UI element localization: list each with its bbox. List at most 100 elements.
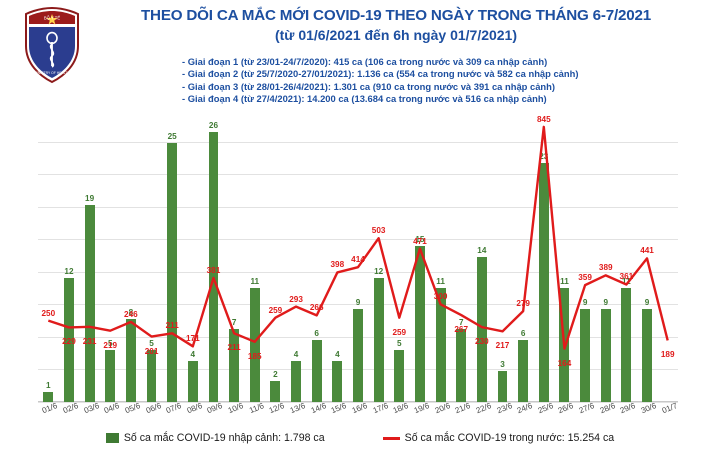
bar-value-label: 12 [64,266,74,276]
bar [497,370,508,402]
line-value-label: 266 [309,303,324,313]
legend-item-imported: Số ca mắc COVID-19 nhập cảnh: 1.798 ca [105,432,325,444]
plot-area: 1 12 19 5 8 5 25 4 26 7 11 2 4 6 4 9 12 5 15 11 7 14 3 6 23 11 9 9 1… [38,115,678,403]
bar [476,256,487,402]
line-value-label: 381 [206,265,221,275]
x-axis-tick-label: 01/6 [41,401,59,416]
x-axis-tick-label: 03/6 [82,401,101,416]
line-value-label: 219 [103,340,118,350]
line-value-label: 259 [392,327,407,337]
bar-value-label: 4 [293,349,299,359]
chart-header: THEO DÕI CA MẮC MỚI COVID-19 THEO NGÀY T… [86,6,706,45]
bar-value-label: 7 [458,318,464,328]
gridline [38,206,678,208]
line-value-label: 231 [82,336,97,346]
bar [84,204,95,402]
line-value-label: 441 [640,246,654,256]
x-axis-tick-label: 01/7 [660,401,679,416]
bar-value-label: 12 [374,266,384,276]
bar-value-label: 2 [273,370,278,380]
gridline [38,271,678,273]
legend-bar-swatch-icon [105,433,119,443]
gridline [38,304,678,306]
line-value-label: 293 [289,294,303,304]
bar [456,329,467,402]
line-value-label: 229 [62,337,76,347]
bar [105,350,116,402]
bar-value-label: 3 [500,359,505,369]
bar-value-label: 5 [149,339,154,349]
x-axis-tick-label: 22/6 [474,401,493,416]
chart-legend: Số ca mắc COVID-19 nhập cảnh: 1.798 ca S… [0,428,720,448]
phase-notes: - Giai đoạn 1 (từ 23/01-24/7/2020): 415 … [182,56,712,106]
line-value-label: 359 [578,273,592,283]
bar [435,287,446,402]
line-value-label: 300 [433,292,448,302]
bar [414,246,425,402]
x-axis-tick-label: 09/6 [206,401,225,416]
x-axis-tick-label: 10/6 [226,401,245,416]
phase-note-4: - Giai đoạn 4 (từ 27/4/2021): 14.200 ca … [182,93,547,105]
line-value-label: 267 [454,325,469,335]
line-value-label: 201 [144,346,159,356]
line-value-label: 398 [330,260,345,270]
x-axis-tick-label: 12/6 [268,401,286,416]
x-axis-tick-label: 02/6 [61,401,80,416]
x-axis-ticks: 01/6 02/6 03/6 04/6 05/6 06/6 07/6 08/6 09/6 10/6… [38,401,679,420]
x-axis-tick-label: 13/6 [288,401,307,416]
bar-value-label: 11 [436,276,445,286]
bar [270,381,281,402]
phase-note-2: - Giai đoạn 2 (từ 25/7/2020-27/01/2021):… [182,68,579,80]
bar [600,308,611,402]
bar-value-label: 11 [560,276,569,286]
x-axis-tick-label: 28/6 [598,401,617,416]
bar [229,329,240,402]
bar [394,350,405,402]
x-axis-tick-label: 23/6 [495,401,514,416]
line-value-label: 246 [124,309,138,319]
bar-value-label: 9 [644,297,650,307]
bar [642,308,652,402]
bar-value-label: 19 [85,193,95,203]
ministry-of-health-logo-icon: BỘ Y TẾ MINISTRY OF HEALTH [18,6,86,84]
line-value-label: 230 [475,337,489,347]
gridline [38,402,678,403]
bar-value-label: 9 [603,297,609,307]
bar [291,360,302,402]
line-value-label: 211 [227,343,241,353]
phase-note-1: - Giai đoạn 1 (từ 23/01-24/7/2020): 415 … [182,56,548,67]
legend-item-domestic: Số ca mắc COVID-19 trong nước: 15.254 ca [382,432,614,444]
x-axis-tick-label: 17/6 [371,401,390,416]
x-axis-tick-label: 19/6 [412,401,431,416]
x-axis-tick-label: 06/6 [144,401,163,416]
bar-value-label: 5 [107,339,113,349]
bar [353,308,363,402]
phase-note-3: - Giai đoạn 3 (từ 28/01-26/4/2021): 1.30… [182,80,556,92]
line-value-label: 279 [516,299,530,309]
legend-line-swatch-icon [382,436,400,440]
bar-value-label: 6 [520,328,526,338]
bar [43,391,54,402]
chart-subtitle: (từ 01/6/2021 đến 6h ngày 01/7/2021) [274,27,518,43]
x-axis-tick-label: 30/6 [639,401,658,416]
bar [64,277,74,402]
x-axis-tick-label: 21/6 [453,401,472,416]
chart-title: THEO DÕI CA MẮC MỚI COVID-19 THEO NGÀY T… [140,7,651,24]
bar-value-label: 15 [415,235,425,245]
bar [249,287,260,402]
line-value-label: 845 [536,114,551,124]
x-axis-tick-label: 20/6 [433,401,452,416]
x-axis-tick-label: 04/6 [103,401,121,416]
bar [125,319,136,402]
line-value-label: 471 [413,236,427,246]
bar [208,132,219,402]
x-axis-tick-label: 26/6 [557,401,576,416]
line-value-label: 185 [247,351,262,361]
bar [311,339,322,402]
bar-value-label: 1 [46,380,51,390]
line-value-label: 217 [495,341,510,351]
gridline [38,239,678,241]
svg-text:BỘ Y TẾ: BỘ Y TẾ [44,16,61,21]
x-axis-tick-label: 27/6 [577,401,596,416]
